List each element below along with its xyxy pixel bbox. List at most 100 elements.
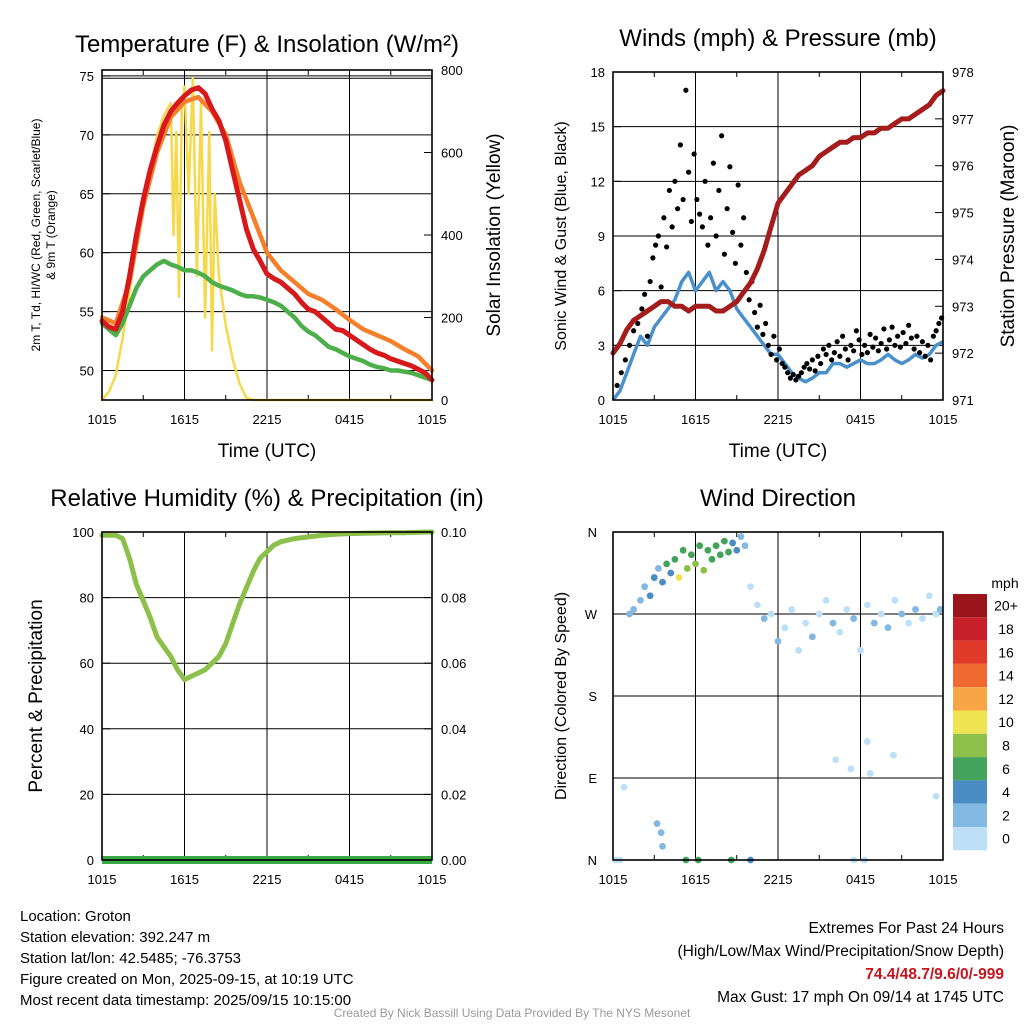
direction-point: [626, 610, 633, 618]
gust-point: [653, 242, 659, 248]
y-tick-label-right: 0: [441, 393, 448, 408]
direction-point: [863, 601, 871, 609]
x-tick-label: 0415: [335, 412, 364, 427]
direction-point: [733, 546, 741, 554]
extremes-info: Extremes For Past 24 Hours (High/Low/Max…: [678, 917, 1005, 1009]
plot-border: [612, 531, 944, 861]
gust-point: [768, 351, 774, 358]
direction-point: [932, 610, 940, 618]
x-tick-label: 2215: [253, 872, 282, 887]
gust-point: [900, 329, 906, 336]
gust-point: [680, 196, 686, 203]
direction-point: [716, 551, 724, 559]
gust-point: [702, 178, 708, 184]
direction-point: [836, 628, 844, 636]
direction-point: [843, 606, 851, 613]
series-pressure: [610, 88, 946, 356]
y-axis-label: 2m T, Td, HI/WC (Red, Green, Scarlet/Blu…: [29, 119, 58, 352]
x-tick-label: 1615: [170, 872, 199, 887]
gust-point: [672, 178, 678, 184]
gust-point: [845, 357, 851, 363]
gust-point: [691, 151, 697, 157]
direction-point: [641, 583, 649, 591]
extremes-subtitle: (High/Low/Max Wind/Precipitation/Snow De…: [677, 943, 1005, 960]
gust-point: [859, 351, 865, 358]
direction-point: [815, 610, 823, 618]
x-axis-label: Time (UTC): [218, 441, 317, 462]
x-tick-label: 1015: [599, 412, 628, 427]
gust-point: [655, 233, 661, 239]
max-gust-text: Max Gust: 17 mph On 09/14 at 1745 UTC: [717, 989, 1004, 1006]
gust-point: [697, 211, 703, 217]
y-tick-label: 40: [80, 722, 94, 737]
y-tick-label-right: 973: [952, 299, 974, 314]
gust-point: [914, 333, 920, 339]
direction-point: [767, 610, 775, 618]
gust-point: [727, 164, 733, 170]
created-text: Figure created on Mon, 2025-09-15, at 10…: [20, 971, 354, 988]
x-tick-label: 0415: [846, 412, 875, 427]
y-tick-label-right: 974: [952, 252, 974, 267]
gust-point: [719, 133, 725, 139]
direction-point: [657, 829, 665, 837]
legend-title: mph: [991, 575, 1018, 591]
direction-point: [829, 619, 837, 627]
gust-point: [658, 284, 664, 290]
credit-text: Created By Nick Bassill Using Data Provi…: [333, 1006, 691, 1020]
gust-point: [686, 169, 692, 175]
elevation-text: Station elevation: 392.247 m: [20, 929, 211, 946]
gust-point: [710, 160, 716, 166]
gust-point: [677, 142, 683, 148]
direction-point: [637, 596, 644, 604]
y-tick-label: 75: [80, 69, 94, 84]
panel-2: 1015 1615 2215 0415 1015 Winds (mph) & Pressu…: [553, 25, 1019, 462]
gust-point: [886, 337, 892, 343]
y-tick-label-right: 200: [441, 311, 463, 326]
gust-point: [906, 322, 912, 328]
gust-point: [826, 342, 832, 348]
direction-point: [720, 537, 728, 545]
panel-4: 1015 1615 2215 0415 1015 Wind Direction N E S W N D…: [553, 485, 957, 887]
gust-point: [818, 360, 824, 367]
gust-point: [732, 260, 738, 266]
gust-point: [815, 353, 821, 359]
gust-point: [688, 218, 694, 225]
gust-point: [650, 255, 656, 261]
y-axis-label: Direction (Colored By Speed): [553, 592, 570, 800]
x-tick-label: 1015: [88, 412, 117, 427]
gust-point: [708, 215, 714, 221]
gust-point: [796, 373, 802, 379]
gust-point: [666, 187, 672, 194]
gust-point: [831, 350, 837, 356]
legend-label: 12: [998, 691, 1014, 707]
gust-point: [793, 377, 799, 383]
direction-point: [671, 555, 679, 563]
legend-label: 10: [998, 714, 1014, 730]
y-tick-label: 100: [72, 525, 94, 540]
y-tick-label: 60: [80, 656, 94, 671]
legend-label: 16: [998, 644, 1014, 660]
legend-swatch: [953, 780, 987, 804]
x-tick-label: 1015: [88, 872, 117, 887]
direction-point: [925, 592, 933, 600]
gust-point: [721, 251, 727, 257]
y-tick-label-right: 400: [441, 228, 463, 243]
gust-point: [765, 342, 771, 348]
gust-point: [699, 224, 705, 230]
legend-swatch: [953, 687, 987, 711]
legend-label: 0: [1002, 831, 1010, 847]
gust-point: [829, 357, 835, 363]
legend-label: 18: [998, 621, 1014, 637]
legend-label: 20+: [994, 598, 1018, 614]
gust-point: [752, 309, 758, 316]
y-tick-label: N: [588, 853, 597, 868]
direction-point: [832, 756, 840, 764]
direction-point: [741, 542, 749, 550]
extremes-title: Extremes For Past 24 Hours: [808, 920, 1004, 937]
gust-point: [925, 342, 931, 348]
station-info: Location: Groton Station elevation: 392.…: [20, 906, 354, 1011]
gust-point: [917, 350, 923, 356]
gust-point: [801, 364, 807, 370]
y-tick-label-right: 0.02: [441, 787, 466, 802]
legend-swatch: [953, 710, 987, 734]
